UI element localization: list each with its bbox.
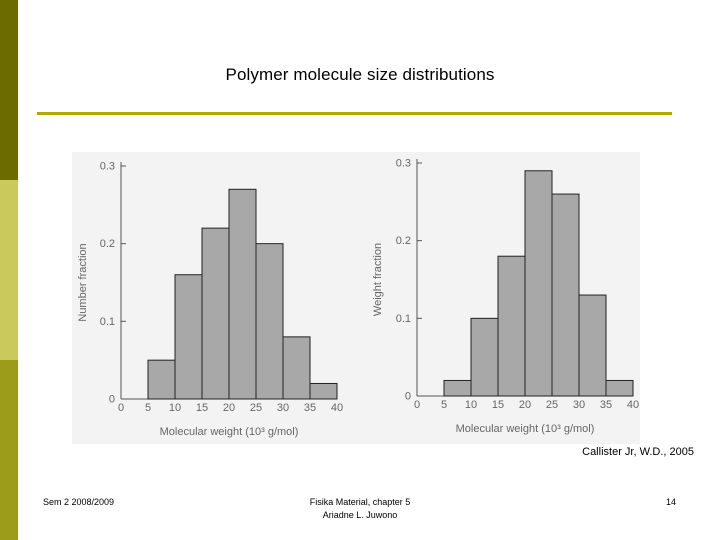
- panel-2-y-tick-label: 0: [405, 391, 411, 403]
- footer-center-line2: Ariadne L. Juwono: [322, 510, 398, 520]
- panel-1-bar: [255, 243, 284, 400]
- panel-2-x-tick-label: 0: [414, 399, 420, 411]
- panel-1-bar: [201, 227, 230, 400]
- citation: Callister Jr, W.D., 2005: [582, 446, 694, 458]
- side-bar-dark: [0, 0, 18, 180]
- panel-1-y-axis-label: Number fraction: [77, 243, 89, 321]
- panel-2-bar: [524, 170, 553, 397]
- panel-2-x-tick-label: 25: [546, 399, 558, 411]
- panel-2-bar: [605, 379, 634, 397]
- panel-2-bar: [497, 255, 526, 397]
- side-bar-mid: [0, 360, 18, 540]
- panel-2-x-tick-label: 30: [573, 399, 585, 411]
- panel-2-y-tick-label: 0.3: [396, 158, 411, 170]
- panel-2-bar: [551, 193, 580, 397]
- panel-1-bar: [309, 382, 338, 400]
- panel-1-bar: [228, 188, 257, 400]
- panel-2-x-axis-label: Molecular weight (10³ g/mol): [456, 423, 595, 435]
- panel-1-x-tick-label: 20: [223, 402, 235, 414]
- side-bar-light: [0, 180, 18, 360]
- panel-1-bar: [282, 336, 311, 400]
- panel-2-y-tick-label: 0.1: [396, 313, 411, 325]
- footer-center: Fisika Material, chapter 5 Ariadne L. Ju…: [260, 496, 460, 522]
- panel-1-x-tick-label: 35: [304, 402, 316, 414]
- panel-2-bar: [578, 294, 607, 397]
- panel-2-x-tick-label: 15: [492, 399, 504, 411]
- panel-1-x-tick-label: 5: [145, 402, 151, 414]
- panel-2-x-tick-label: 20: [519, 399, 531, 411]
- footer-left: Sem 2 2008/2009: [43, 497, 115, 507]
- footer-center-line1: Fisika Material, chapter 5: [309, 497, 411, 507]
- panel-2-x-tick-label: 40: [627, 399, 639, 411]
- title-rule: [37, 112, 672, 115]
- histogram-svg: 0 0.1 0.2 0.3 0 5 10 15 20 25 30 35 40 Number fractio…: [77, 158, 639, 439]
- panel-1-y-tick-label: 0: [109, 394, 115, 406]
- panel-1-bar: [147, 359, 176, 400]
- panel-2-y-tick-label: 0.2: [396, 235, 411, 247]
- panel-2-x-tick-label: 10: [465, 399, 477, 411]
- panel-2-bar: [470, 317, 499, 397]
- panel-2-x-tick-label: 35: [600, 399, 612, 411]
- panel-2-y-axis-label: Weight fraction: [372, 243, 384, 316]
- histogram-figure: 0 0.1 0.2 0.3 0 5 10 15 20 25 30 35 40 Number fractio…: [72, 152, 640, 444]
- panel-1-x-tick-label: 25: [250, 402, 262, 414]
- panel-1-y-tick-label: 0.2: [100, 238, 115, 250]
- page-number: 14: [665, 497, 676, 507]
- panel-1-x-tick-label: 10: [169, 402, 181, 414]
- panel-1-x-tick-label: 15: [196, 402, 208, 414]
- panel-1-x-tick-label: 0: [118, 402, 124, 414]
- panel-1-x-tick-label: 40: [331, 402, 343, 414]
- panel-1-bar: [174, 274, 203, 400]
- panel-2-bar: [443, 379, 472, 397]
- panel-1-y-tick-label: 0.3: [100, 161, 115, 173]
- panel-1-x-tick-label: 30: [277, 402, 289, 414]
- panel-2-x-tick-label: 5: [441, 399, 447, 411]
- slide-title: Polymer molecule size distributions: [225, 65, 495, 84]
- panel-1-y-tick-label: 0.1: [100, 316, 115, 328]
- panel-1-x-axis-label: Molecular weight (10³ g/mol): [160, 426, 299, 438]
